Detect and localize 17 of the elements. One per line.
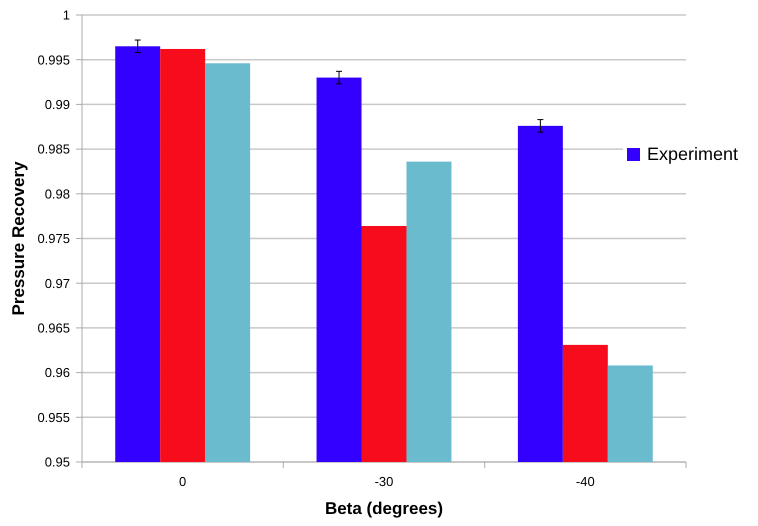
x-axis-title: Beta (degrees): [324, 499, 444, 518]
x-tick-label: 0: [179, 474, 186, 489]
y-tick-label: 0.955: [37, 410, 70, 425]
x-tick-label: -30: [374, 474, 394, 489]
y-tick-label: 0.965: [37, 320, 70, 336]
y-tick-label: 0.96: [44, 365, 70, 380]
y-axis-title: Pressure Recovery: [9, 160, 28, 316]
x-tick-label: -40: [576, 474, 595, 489]
y-tick-label: 0.985: [37, 142, 70, 157]
y-tick-label: 0.975: [37, 231, 70, 246]
legend-label: Experiment: [647, 144, 738, 164]
y-tick-label: 1: [62, 8, 70, 23]
y-tick-label: 0.995: [37, 52, 70, 68]
y-tick-label: 0.99: [44, 96, 70, 112]
y-tick-label: 0.95: [44, 454, 70, 470]
y-tick-label: 0.98: [44, 186, 70, 202]
y-tick-label: 0.97: [44, 276, 70, 291]
